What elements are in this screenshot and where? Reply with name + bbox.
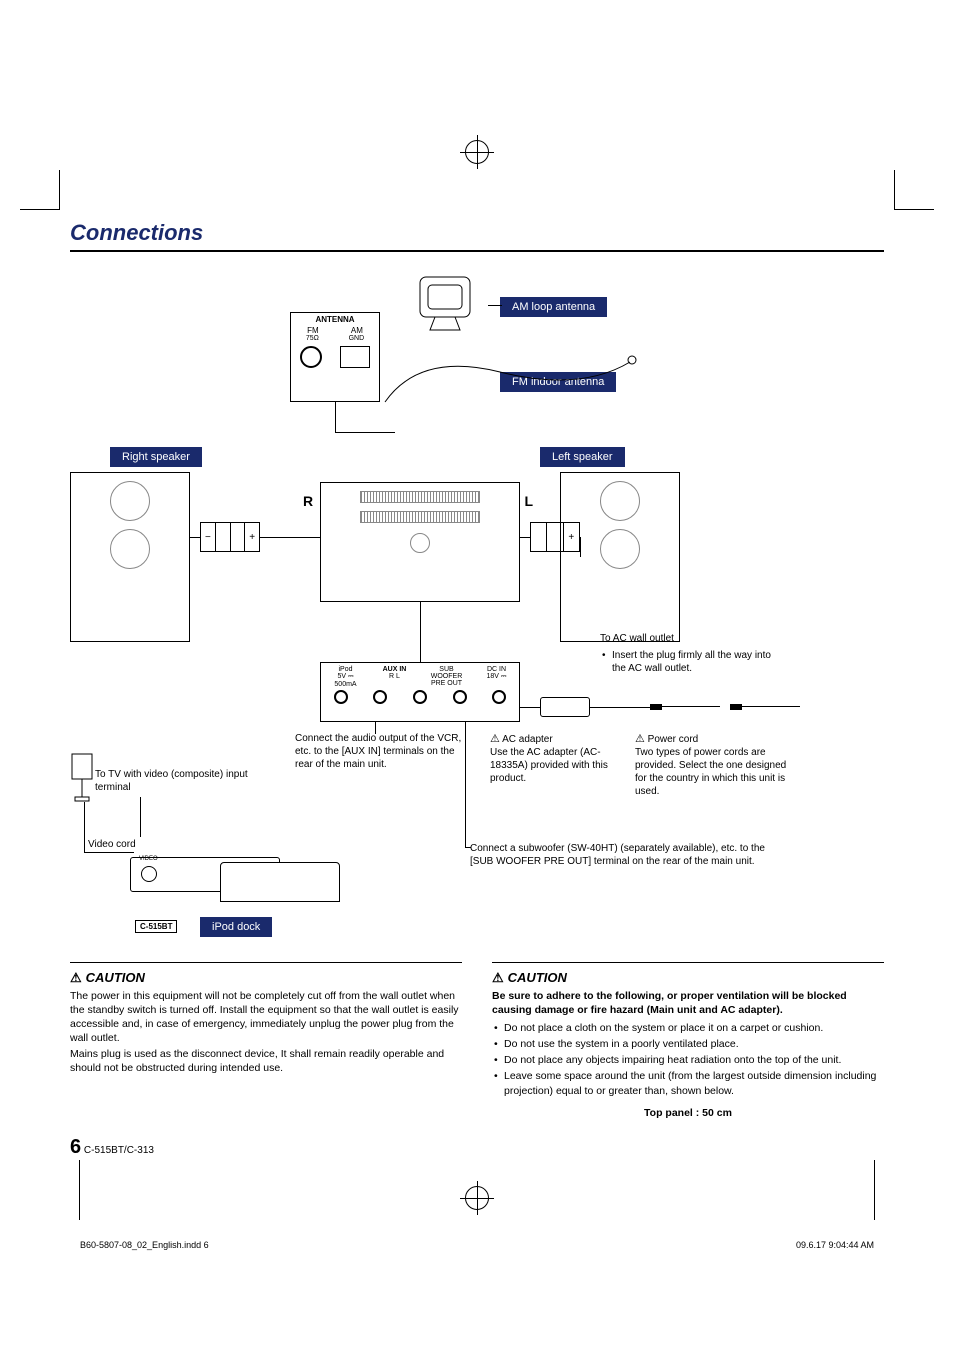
page-number: 6 [70, 1136, 81, 1158]
note-subwoofer: Connect a subwoofer (SW-40HT) (separatel… [470, 842, 770, 868]
note-power-cord-body: Two types of power cords are provided. S… [635, 746, 790, 798]
jack-icon [453, 690, 467, 704]
label-l: L [524, 493, 533, 509]
registration-mark [465, 140, 489, 164]
top-panel-spec: Top panel : 50 cm [492, 1106, 884, 1120]
tv-icon [70, 752, 100, 802]
caution-left: ⚠ CAUTION The power in this equipment wil… [70, 962, 462, 1120]
note-ac-outlet: To AC wall outlet Insert the plug firmly… [600, 632, 780, 677]
note-ac-adapter: ⚠ AC adapter Use the AC adapter (AC-1833… [490, 732, 620, 785]
section-title: Connections [70, 220, 884, 252]
registration-mark [465, 1186, 489, 1210]
vent-icon [360, 511, 480, 523]
warning-icon: ⚠ [490, 732, 500, 746]
note-ac-adapter-body: Use the AC adapter (AC-18335A) provided … [490, 746, 620, 785]
ipod-dock-box [220, 862, 340, 902]
model-badge: C-515BT [135, 920, 177, 933]
callout-right-speaker: Right speaker [110, 447, 202, 467]
fan-icon [410, 533, 430, 553]
am-loop-icon [400, 272, 490, 332]
terminal-r: − + [200, 522, 260, 552]
note-tv: To TV with video (composite) input termi… [95, 768, 280, 794]
label-video: VIDEO [139, 856, 158, 862]
label-r: R [303, 493, 313, 509]
note-subwoofer-body: Connect a subwoofer (SW-40HT) (separatel… [470, 842, 770, 868]
jack-icon [413, 690, 427, 704]
label-ipod: iPod [329, 666, 363, 673]
label-dcin: DC IN 18V ⎓ [482, 666, 512, 688]
label-subwoofer: SUB WOOFER PRE OUT [427, 666, 467, 688]
plug-icon [650, 702, 720, 712]
ac-adapter-icon [540, 697, 590, 717]
vent-icon [360, 491, 480, 503]
caution-right-heading: CAUTION [508, 970, 567, 985]
caution-left-heading: CAUTION [86, 970, 145, 985]
right-speaker-box [70, 472, 190, 642]
crop-mark [20, 170, 60, 210]
warning-icon: ⚠ [635, 732, 645, 746]
note-aux-body: Connect the audio output of the VCR, etc… [295, 732, 475, 771]
page-footer: 6 C-515BT/C-313 [70, 1136, 884, 1159]
note-ac-outlet-title: To AC wall outlet [600, 632, 780, 645]
label-aux-l: L [396, 673, 400, 680]
label-antenna: ANTENNA [291, 315, 379, 324]
note-video-cord: Video cord [88, 838, 208, 851]
bullet: Do not place any objects impairing heat … [492, 1053, 884, 1067]
note-power-cord-title: Power cord [648, 734, 699, 745]
note-tv-body: To TV with video (composite) input termi… [95, 768, 280, 794]
caution-right: ⚠ CAUTION Be sure to adhere to the follow… [492, 962, 884, 1120]
label-fm: FM [307, 326, 319, 335]
fm-jack-icon [300, 346, 322, 368]
label-am: AM [351, 326, 363, 335]
label-aux-r: R [389, 673, 394, 680]
caution-right-lead: Be sure to adhere to the following, or p… [492, 989, 884, 1017]
plug-icon [730, 702, 800, 712]
main-unit-box: R L [320, 482, 520, 602]
caution-left-body1: The power in this equipment will not be … [70, 989, 462, 1046]
rca-jack-icon [141, 866, 157, 882]
rear-panel-box: iPod 5V ⎓ 500mA AUX IN R L SUB WOOFER PR… [320, 662, 520, 722]
terminal-l: + [530, 522, 580, 552]
caution-right-bullets: Do not place a cloth on the system or pl… [492, 1021, 884, 1098]
jack-icon [373, 690, 387, 704]
crop-mark [874, 1160, 934, 1220]
antenna-panel: ANTENNA FM AM 75Ω GND [290, 312, 380, 402]
print-metadata: B60-5807-08_02_English.indd 6 09.6.17 9:… [80, 1240, 874, 1250]
footer-right: 09.6.17 9:04:44 AM [796, 1240, 874, 1250]
label-ohm: 75Ω [306, 335, 319, 342]
fm-wire-icon [380, 342, 640, 412]
footer-left: B60-5807-08_02_English.indd 6 [80, 1240, 209, 1250]
note-ac-outlet-bullet: Insert the plug firmly all the way into … [600, 649, 780, 675]
warning-icon: ⚠ [70, 970, 82, 985]
jack-icon [334, 690, 348, 704]
crop-mark [894, 170, 934, 210]
jack-icon [492, 690, 506, 704]
bullet: Do not place a cloth on the system or pl… [492, 1021, 884, 1035]
am-terminal-icon [340, 346, 370, 368]
label-aux: AUX IN [378, 666, 412, 673]
label-ipod-spec: 5V ⎓ 500mA [329, 673, 363, 688]
callout-left-speaker: Left speaker [540, 447, 625, 467]
connections-diagram: AM loop antenna FM indoor antenna Right … [70, 272, 884, 952]
crop-mark [20, 1160, 80, 1220]
callout-ipod-dock: iPod dock [200, 917, 272, 937]
bullet: Do not use the system in a poorly ventil… [492, 1037, 884, 1051]
model-line: C-515BT/C-313 [84, 1145, 154, 1156]
left-speaker-box [560, 472, 680, 642]
caution-left-body2: Mains plug is used as the disconnect dev… [70, 1047, 462, 1075]
callout-am-antenna: AM loop antenna [500, 297, 607, 317]
note-power-cord: ⚠ Power cord Two types of power cords ar… [635, 732, 790, 798]
note-aux: Connect the audio output of the VCR, etc… [295, 732, 475, 771]
note-ac-adapter-title: AC adapter [502, 734, 553, 745]
note-video-cord-text: Video cord [88, 838, 208, 851]
bullet: Leave some space around the unit (from t… [492, 1069, 884, 1097]
label-gnd: GND [349, 335, 365, 342]
warning-icon: ⚠ [492, 970, 504, 985]
